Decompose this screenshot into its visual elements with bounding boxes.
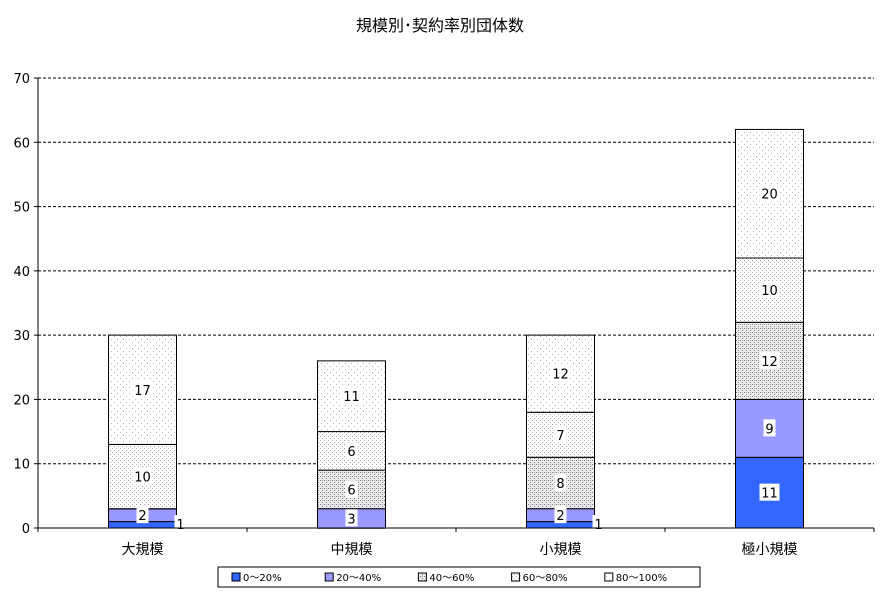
- data-label: 1: [176, 518, 184, 533]
- data-label: 11: [761, 487, 778, 502]
- gridlines: [38, 77, 874, 465]
- data-label: 17: [134, 384, 151, 399]
- data-label-bg: [136, 506, 149, 524]
- legend-label: 20～40%: [336, 573, 381, 584]
- legend-label: 80～100%: [616, 573, 667, 584]
- data-label: 2: [556, 509, 564, 524]
- x-tick-label: 大規模: [122, 542, 164, 558]
- data-label-bg: [341, 387, 362, 405]
- data-label-bg: [759, 184, 780, 202]
- chart-title: 規模別･契約率別団体数: [356, 16, 524, 35]
- y-tick-label: 50: [13, 201, 30, 216]
- data-label: 9: [765, 422, 773, 437]
- x-axis-ticks: 大規模 中規模 小規模 極小規模: [122, 542, 798, 558]
- y-tick-label: 30: [13, 329, 30, 344]
- x-tick-label: 極小規模: [742, 542, 798, 558]
- data-label: 12: [552, 368, 569, 383]
- data-label-bg: [345, 480, 358, 498]
- y-tick-label: 20: [13, 393, 30, 408]
- data-label-bg: [132, 467, 153, 485]
- y-axis-ticks: 0 10 20 30 40 50 60 70: [13, 72, 30, 537]
- legend-swatch: [511, 572, 521, 582]
- data-label: 6: [347, 483, 355, 498]
- y-tick-label: 70: [13, 72, 30, 87]
- data-label-bg: [759, 281, 780, 299]
- data-label: 10: [134, 471, 151, 486]
- legend-box: [217, 566, 701, 588]
- data-label-bg: [345, 441, 358, 459]
- data-label-bg: [345, 509, 358, 527]
- legend-label: 60～80%: [523, 573, 568, 584]
- data-label-bg: [763, 419, 776, 437]
- legend-label: 0～20%: [243, 573, 282, 584]
- data-label: 1: [594, 518, 602, 533]
- legend-swatch: [324, 572, 334, 582]
- bars: [108, 128, 804, 529]
- data-label: 12: [761, 355, 778, 370]
- axes: [34, 77, 875, 532]
- y-tick-label: 60: [13, 136, 30, 151]
- data-label-bg: [550, 364, 571, 382]
- legend-label: 40～60%: [429, 573, 474, 584]
- y-tick-label: 0: [22, 522, 30, 537]
- data-label: 6: [347, 445, 355, 460]
- x-tick-label: 中規模: [331, 542, 373, 558]
- data-label-bg: [759, 351, 780, 369]
- legend-swatch: [231, 572, 241, 582]
- data-label-bg: [132, 380, 153, 398]
- bar-segment: [526, 411, 595, 458]
- y-tick-label: 10: [13, 458, 30, 473]
- x-tick-label: 小規模: [540, 542, 582, 558]
- legend-swatch: [604, 572, 614, 582]
- legend-swatch: [417, 572, 427, 582]
- data-label-bg: [759, 483, 780, 501]
- data-label: 2: [138, 509, 146, 524]
- legend: 0～20% 20～40% 40～60% 60～80% 80～100%: [217, 566, 701, 588]
- data-label: 20: [761, 188, 778, 203]
- data-label-bg: [554, 474, 567, 491]
- data-label: 7: [556, 429, 564, 444]
- data-label: 3: [347, 512, 355, 527]
- data-label: 8: [556, 477, 564, 492]
- data-label: 11: [343, 390, 360, 405]
- y-tick-label: 40: [13, 265, 30, 280]
- data-label-bg: [554, 506, 567, 524]
- data-label-bg: [554, 425, 567, 443]
- data-label: 10: [761, 284, 778, 299]
